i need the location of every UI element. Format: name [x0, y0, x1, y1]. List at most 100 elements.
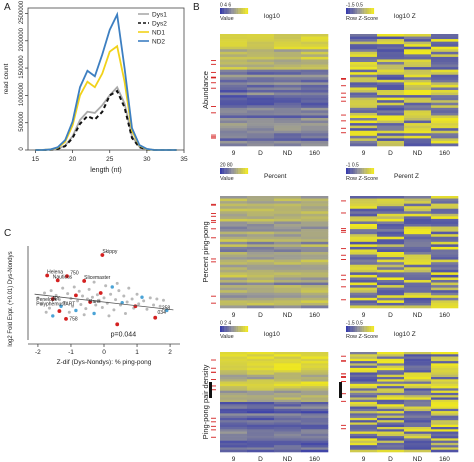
heatmap-cell — [377, 39, 405, 42]
heatmap-cell — [301, 404, 329, 407]
heatmap-cell — [404, 224, 432, 227]
heatmap-cell — [220, 436, 248, 439]
heatmap-cell — [220, 213, 248, 217]
color-key-title: Value — [220, 16, 234, 22]
color-key-step — [362, 8, 365, 14]
heatmap-cell — [301, 267, 329, 271]
heatmap-cell — [350, 62, 378, 65]
heatmap-cell — [404, 305, 432, 309]
heatmap-cell — [431, 438, 459, 441]
heatmap-cell — [404, 118, 432, 121]
heatmap-cell — [274, 300, 302, 304]
point-grey — [79, 302, 83, 306]
heatmap-cell — [350, 208, 378, 212]
heatmap-cell — [377, 415, 405, 419]
heatmap-cell — [431, 123, 459, 126]
y-tick-label: 1500000 — [19, 55, 25, 79]
heatmap-cell — [247, 402, 275, 405]
heatmap-cell — [247, 438, 275, 441]
heatmap-cell — [431, 302, 459, 306]
heatmap-cell — [220, 236, 248, 240]
heatmap-cell — [247, 44, 275, 48]
heatmap-cell — [220, 201, 248, 204]
heatmap-cell — [350, 295, 378, 299]
color-key-step — [367, 168, 369, 174]
heatmap-cell — [274, 413, 302, 416]
heatmap-cell — [404, 107, 432, 111]
heatmap-cell — [431, 100, 459, 104]
heatmap-cell — [220, 87, 248, 91]
heatmap-cell — [431, 130, 459, 134]
heatmap-cell — [247, 87, 275, 91]
point-grey — [142, 299, 146, 303]
heatmap-cell — [350, 231, 378, 235]
point-label: Slicemaster — [84, 275, 110, 281]
heatmap-cell — [274, 36, 302, 40]
heatmap-column-label: 9 — [362, 312, 366, 319]
color-key-step — [371, 326, 373, 332]
heatmap-cell — [377, 397, 405, 401]
heatmap-cell — [431, 59, 459, 63]
heatmap-title: log10 — [264, 331, 280, 338]
series-line-dys1 — [35, 85, 177, 151]
heatmap-cell — [247, 282, 275, 286]
heatmap-cell — [301, 386, 329, 389]
heatmap-cell — [404, 431, 432, 435]
heatmap-cell — [350, 365, 378, 369]
y-tick-label: 1000000 — [19, 82, 25, 106]
heatmap-cell — [350, 356, 378, 360]
color-key-step — [360, 168, 362, 174]
heatmap-cell — [404, 358, 432, 362]
heatmap-cell — [274, 231, 302, 235]
heatmap-cell — [220, 447, 248, 451]
heatmap-cell — [350, 72, 378, 76]
heatmap-cell — [431, 408, 459, 412]
color-key-step — [234, 168, 236, 174]
heatmap-cell — [301, 54, 329, 58]
heatmap-cell — [431, 112, 459, 116]
heatmap-cell — [377, 305, 405, 309]
point-label: Polyphemus — [36, 302, 64, 308]
heatmap-cell — [301, 379, 329, 382]
point-grey — [87, 287, 91, 291]
heatmap-cell — [274, 274, 302, 278]
heatmap-cell — [301, 62, 329, 65]
heatmap-cell — [220, 92, 248, 96]
heatmap-cell — [350, 241, 378, 245]
heatmap-column-label: ND — [283, 150, 293, 157]
heatmap-cell — [350, 417, 378, 421]
heatmap-cell — [301, 300, 329, 304]
heatmap-cell — [220, 239, 248, 243]
heatmap-cell — [431, 249, 459, 253]
color-key-step — [355, 326, 358, 332]
heatmap-cell — [431, 449, 459, 453]
heatmap-cell — [274, 363, 302, 366]
heatmap-cell — [404, 254, 432, 258]
color-key-step — [242, 168, 244, 174]
heatmap-cell — [301, 395, 329, 398]
heatmap-cell — [377, 97, 405, 101]
heatmap-cell — [431, 415, 459, 419]
heatmap-cell — [377, 262, 405, 266]
heatmap-cell — [431, 206, 459, 210]
heatmap-cell — [247, 370, 275, 373]
color-key-step — [241, 326, 243, 332]
heatmap-cell — [274, 102, 302, 106]
heatmap-row-label: Percent ping-pong — [201, 221, 210, 282]
color-key-step — [361, 168, 363, 174]
color-key-title: Value — [220, 176, 234, 182]
heatmap-cell — [301, 46, 329, 50]
heatmap-cell — [274, 107, 302, 111]
heatmap-cell — [274, 226, 302, 230]
heatmap-cell — [247, 429, 275, 432]
heatmap-cell — [404, 429, 432, 432]
heatmap-column-label: 160 — [439, 150, 450, 157]
heatmap-cell — [274, 449, 302, 453]
point-blue — [140, 295, 144, 299]
heatmap-cell — [247, 358, 275, 362]
heatmap-cell — [247, 234, 275, 238]
point-grey — [127, 286, 131, 290]
heatmap-cell — [377, 413, 405, 416]
color-key-step — [365, 168, 368, 174]
heatmap-cell — [431, 34, 459, 37]
